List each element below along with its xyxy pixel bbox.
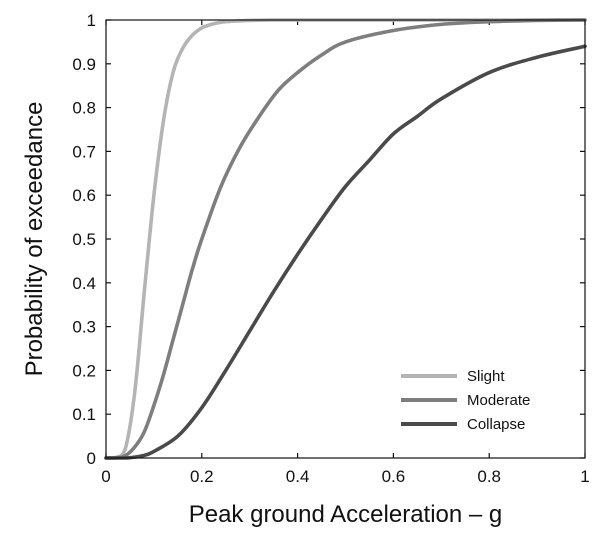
x-tick-label: 0 bbox=[101, 467, 110, 486]
series-line-collapse bbox=[104, 44, 587, 460]
legend-label-slight: Slight bbox=[467, 368, 505, 385]
y-tick-label: 0.4 bbox=[72, 274, 96, 293]
legend-label-collapse: Collapse bbox=[467, 416, 525, 433]
x-tick-label: 0.6 bbox=[382, 467, 406, 486]
y-tick-label: 0.1 bbox=[72, 405, 96, 424]
legend-label-moderate: Moderate bbox=[467, 392, 530, 409]
y-tick-label: 0.9 bbox=[72, 55, 96, 74]
x-axis-title: Peak ground Acceleration – g bbox=[189, 501, 503, 528]
y-tick-label: 0.8 bbox=[72, 99, 96, 118]
series-line-moderate bbox=[104, 18, 587, 460]
y-tick-label: 0.5 bbox=[72, 230, 96, 249]
y-tick-label: 0.3 bbox=[72, 318, 96, 337]
x-tick-label: 0.2 bbox=[190, 467, 214, 486]
y-tick-label: 0.7 bbox=[72, 142, 96, 161]
y-axis-title: Probability of exceedance bbox=[21, 102, 48, 377]
y-tick-label: 1 bbox=[87, 11, 96, 30]
y-tick-label: 0 bbox=[87, 449, 96, 468]
legend: Slight Moderate Collapse bbox=[401, 368, 530, 433]
y-tick-label: 0.2 bbox=[72, 361, 96, 380]
x-tick-label: 0.4 bbox=[286, 467, 310, 486]
x-tick-label: 1 bbox=[580, 467, 589, 486]
axis-ticks: 0 0.2 0.4 0.6 0.8 1 0 0.1 0.2 0.3 0.4 0.5 0.6 0.7 0.8 0… bbox=[72, 11, 589, 486]
x-tick-label: 0.8 bbox=[477, 467, 501, 486]
y-tick-label: 0.6 bbox=[72, 186, 96, 205]
plot-area-frame bbox=[105, 19, 586, 459]
